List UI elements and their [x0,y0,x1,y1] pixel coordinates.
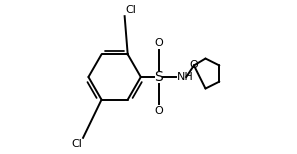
Text: O: O [154,38,163,48]
Text: NH: NH [177,72,194,82]
Text: O: O [154,106,163,116]
Text: Cl: Cl [71,139,82,149]
Text: O: O [189,61,198,70]
Text: Cl: Cl [125,5,136,15]
Text: S: S [154,70,163,84]
